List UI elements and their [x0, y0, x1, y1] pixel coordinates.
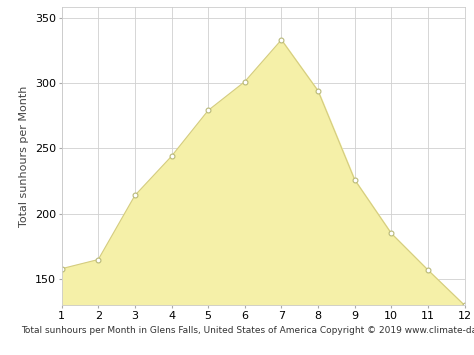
- X-axis label: Total sunhours per Month in Glens Falls, United States of America Copyright © 20: Total sunhours per Month in Glens Falls,…: [22, 326, 474, 335]
- Y-axis label: Total sunhours per Month: Total sunhours per Month: [19, 86, 29, 227]
